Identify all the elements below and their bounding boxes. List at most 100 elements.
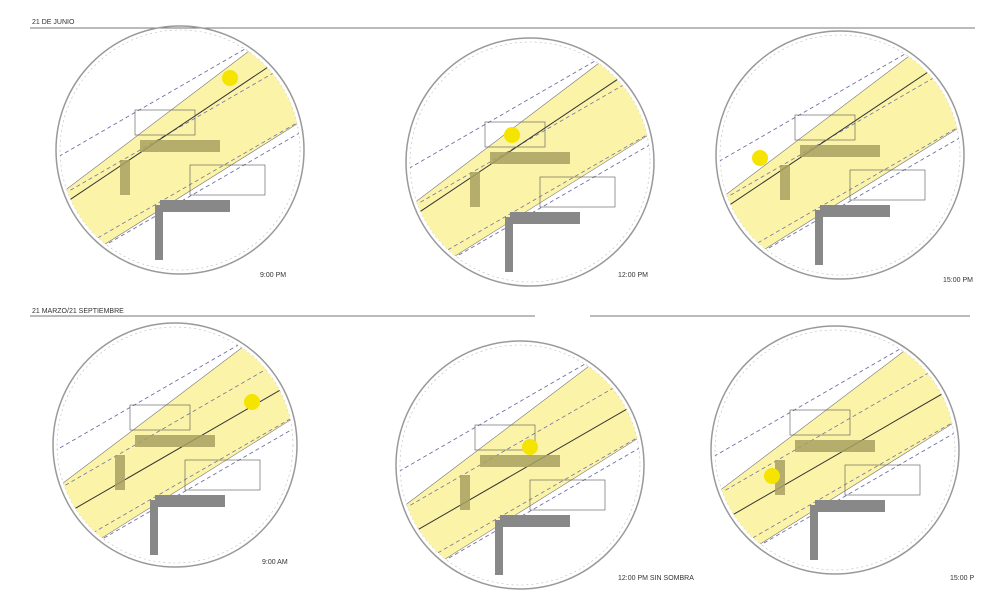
time-label: 12:00 PM (618, 272, 648, 279)
sun-arc (720, 53, 956, 222)
shadow (780, 165, 790, 200)
sun-path (727, 109, 960, 261)
sun-panel: 12:00 PM SIN SOMBRA (395, 340, 694, 590)
building (810, 505, 818, 560)
sun-path (67, 104, 300, 256)
shadow (775, 460, 785, 495)
panel-content (720, 35, 960, 270)
building (820, 205, 890, 217)
section-title: 21 MARZO/21 SEPTIEMBRE (32, 308, 124, 315)
orbit-outline (405, 37, 655, 287)
sun-path (727, 413, 955, 565)
panel-content (400, 345, 640, 580)
building (505, 217, 513, 272)
sun-panel: 15:00 P (710, 325, 974, 582)
time-label: 12:00 PM SIN SOMBRA (618, 575, 694, 582)
sun-path (412, 428, 640, 580)
building-outline (789, 409, 851, 436)
orbit-inner (56, 326, 294, 564)
sun (752, 150, 768, 166)
sun (244, 394, 260, 410)
shadow (115, 455, 125, 490)
sun-arc (410, 60, 646, 229)
sun-panel: 15:00 PM (715, 30, 973, 284)
building-outline (474, 424, 536, 451)
sun-path (57, 327, 278, 473)
orbit-inner (399, 344, 641, 586)
sun-path (400, 345, 623, 493)
building (815, 500, 885, 512)
orbit-inner (409, 41, 651, 283)
building (495, 520, 503, 575)
shadow (480, 455, 560, 467)
shadow (800, 145, 880, 157)
orbit-inner (719, 34, 961, 276)
sun-path (410, 42, 633, 190)
sun (764, 468, 780, 484)
time-label: 15:00 PM (943, 277, 973, 284)
orbit-inner (714, 329, 956, 571)
sun-arc (60, 48, 296, 217)
shadow (470, 172, 480, 207)
building-outline (129, 404, 191, 431)
shadow (795, 440, 875, 452)
sun-path (722, 404, 955, 556)
orbit-outline (52, 322, 298, 568)
sun (522, 439, 538, 455)
building (500, 515, 570, 527)
building-outline (794, 114, 856, 141)
building-outline (529, 479, 606, 511)
building-outline (844, 464, 921, 496)
sun-path (715, 330, 938, 478)
sun-arc (400, 393, 640, 545)
sun-path (67, 408, 293, 560)
sun (222, 70, 238, 86)
building-outline (539, 176, 616, 208)
sun-panel: 12:00 PM (405, 37, 655, 287)
orbit-outline (395, 340, 645, 590)
building (160, 200, 230, 212)
panel-content (410, 42, 650, 277)
building (510, 212, 580, 224)
sun (504, 127, 520, 143)
sun-arc (715, 378, 955, 530)
orbit-outline (715, 30, 965, 280)
sun-path (407, 419, 640, 571)
shadow (490, 152, 570, 164)
panel-content (60, 30, 300, 265)
orbit-inner (59, 29, 301, 271)
building (150, 500, 158, 555)
time-label: 9:00 PM (260, 272, 286, 279)
sun-path (62, 399, 293, 551)
sun-path (60, 30, 283, 178)
building-outline (189, 164, 266, 196)
shadow (140, 140, 220, 152)
building-outline (849, 169, 926, 201)
building-outline (484, 121, 546, 148)
time-label: 15:00 P (950, 575, 974, 582)
shadow (460, 475, 470, 510)
time-label: 9:00 AM (262, 559, 288, 566)
sun-path (732, 118, 960, 270)
sun-arc (57, 373, 293, 525)
sun-path (715, 357, 955, 509)
panel-content (57, 327, 293, 560)
section-title: 21 DE JUNIO (32, 19, 75, 26)
sun-path (720, 35, 943, 183)
shadow (135, 435, 215, 447)
building (815, 210, 823, 265)
sun-panel: 9:00 AM (52, 322, 298, 568)
sun-path (57, 352, 293, 504)
orbit-outline (710, 325, 960, 575)
sun-panel: 9:00 PM (55, 25, 305, 279)
sun-path (422, 125, 650, 277)
building-outline (184, 459, 261, 491)
orbit-outline (55, 25, 305, 275)
sun-path (400, 372, 640, 524)
sun-path (72, 113, 300, 265)
building (155, 495, 225, 507)
building-outline (134, 109, 196, 136)
sun-path (417, 116, 650, 268)
panel-content (715, 330, 955, 565)
